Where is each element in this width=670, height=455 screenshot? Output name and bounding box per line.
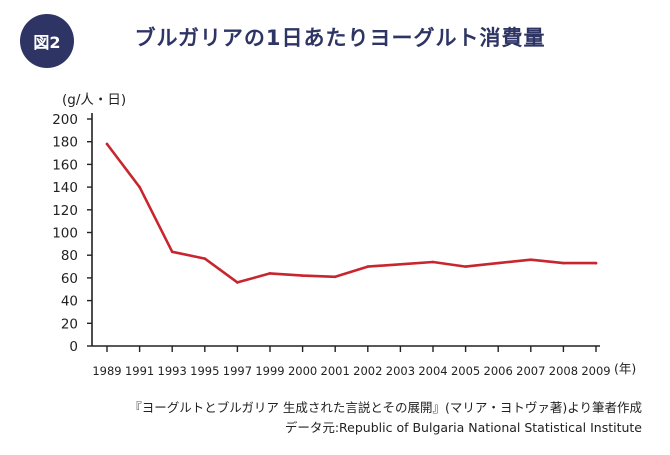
data-point: [203, 257, 207, 260]
x-tick-label: 2001: [321, 364, 350, 378]
x-tick-label: 2008: [549, 364, 578, 378]
x-tick-label: 1993: [158, 364, 187, 378]
x-tick-label: 2002: [353, 364, 382, 378]
x-tick-label: 1989: [92, 364, 121, 378]
x-tick-label: 2006: [484, 364, 513, 378]
x-tick-label: 1999: [255, 364, 284, 378]
x-tick-label: 2005: [451, 364, 480, 378]
source-citation: 『ヨーグルトとブルガリア 生成された言説とその展開』(マリア・ヨトヴァ著)より筆…: [129, 400, 642, 415]
data-point: [399, 262, 402, 266]
x-tick-label: 2009: [581, 364, 610, 378]
chart-title: ブルガリアの1日あたりヨーグルト消費量: [134, 26, 546, 50]
x-tick-label: 1991: [125, 364, 154, 378]
data-point: [529, 258, 533, 262]
x-tick-label: 2000: [288, 364, 317, 378]
y-tick-label: 0: [69, 339, 78, 355]
y-tick-label: 20: [61, 316, 78, 332]
y-tick-label: 40: [61, 294, 78, 310]
data-point: [594, 261, 598, 265]
data-point: [366, 265, 370, 268]
figure-badge: 図2: [20, 14, 74, 68]
data-point: [496, 261, 500, 265]
x-tick-label: 2007: [516, 364, 545, 378]
y-tick-label: 160: [52, 157, 78, 173]
y-axis-label: (g/人・日): [62, 92, 126, 108]
data-source: データ元:Republic of Bulgaria National Stati…: [284, 420, 642, 435]
data-point: [138, 185, 141, 189]
y-tick-label: 200: [52, 112, 78, 128]
x-tick-label: 1997: [223, 364, 252, 378]
x-axis-label: (年): [614, 361, 636, 376]
data-point: [105, 142, 109, 146]
data-point: [301, 274, 304, 277]
data-point: [431, 260, 435, 264]
data-point: [333, 275, 337, 279]
data-point: [170, 250, 174, 254]
x-tick-label: 1995: [190, 364, 219, 378]
y-tick-label: 140: [52, 180, 78, 196]
y-tick-label: 180: [52, 135, 78, 151]
data-point: [464, 265, 467, 268]
x-tick-label: 2004: [418, 364, 447, 378]
data-point: [268, 272, 272, 275]
x-tick-label: 2003: [386, 364, 415, 378]
y-tick-label: 100: [52, 226, 78, 242]
data-point: [236, 281, 239, 284]
y-tick-label: 120: [52, 203, 78, 219]
series-line: [105, 142, 598, 284]
y-tick-label: 60: [61, 271, 78, 287]
figure-number: 図2: [33, 33, 61, 52]
data-point: [562, 261, 565, 265]
y-tick-label: 80: [61, 248, 78, 264]
